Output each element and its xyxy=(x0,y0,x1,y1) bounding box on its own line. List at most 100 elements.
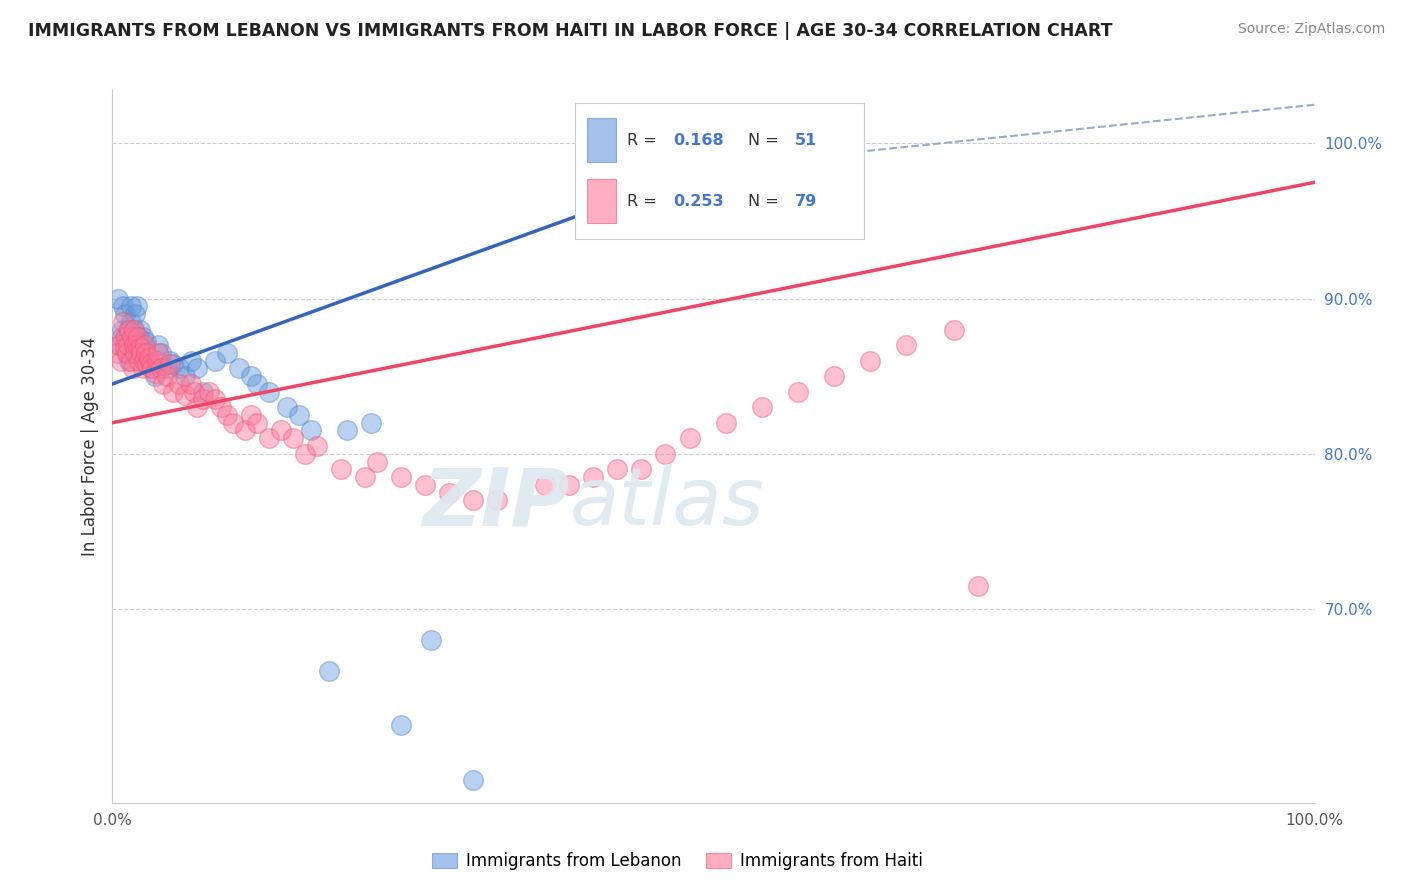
Point xyxy=(180,353,202,368)
Point xyxy=(204,353,226,368)
Point xyxy=(678,431,700,445)
Legend: Immigrants from Lebanon, Immigrants from Haiti: Immigrants from Lebanon, Immigrants from… xyxy=(426,846,929,877)
Point xyxy=(135,334,157,349)
Point xyxy=(114,341,136,355)
Point xyxy=(131,346,153,360)
Point xyxy=(115,346,138,360)
Point xyxy=(186,401,208,415)
Point xyxy=(155,369,177,384)
Point xyxy=(128,338,150,352)
Point xyxy=(389,470,412,484)
Point xyxy=(318,664,340,678)
Point xyxy=(112,299,135,313)
Point xyxy=(162,384,184,399)
Point xyxy=(114,330,136,344)
Point xyxy=(134,338,156,352)
Point xyxy=(714,416,737,430)
Point xyxy=(305,439,328,453)
Point xyxy=(125,299,148,313)
Point xyxy=(112,315,135,329)
Point xyxy=(138,353,160,368)
Point xyxy=(894,338,917,352)
Point xyxy=(558,477,581,491)
Point xyxy=(134,341,156,355)
Point xyxy=(105,346,128,360)
Point xyxy=(209,401,232,415)
Point xyxy=(120,315,142,329)
Point xyxy=(152,376,174,391)
Point xyxy=(630,462,652,476)
Point xyxy=(125,330,148,344)
Point xyxy=(121,330,143,344)
Point xyxy=(136,357,159,371)
Point xyxy=(281,431,304,445)
Point xyxy=(120,299,142,313)
Point xyxy=(159,353,181,368)
Point xyxy=(582,470,605,484)
Point xyxy=(122,338,145,352)
Point xyxy=(143,366,166,380)
Point xyxy=(967,579,990,593)
Point xyxy=(239,369,262,384)
Point xyxy=(180,376,202,391)
Point xyxy=(222,416,245,430)
Point xyxy=(107,292,129,306)
Point xyxy=(288,408,311,422)
Point xyxy=(786,384,808,399)
Point xyxy=(115,346,138,360)
Point xyxy=(183,384,205,399)
Point xyxy=(108,338,131,352)
Point xyxy=(534,477,557,491)
Point xyxy=(859,353,882,368)
Point xyxy=(155,361,177,376)
Point xyxy=(132,353,155,368)
Point xyxy=(360,416,382,430)
Point xyxy=(389,718,412,732)
Point xyxy=(366,454,388,468)
Point xyxy=(173,388,195,402)
Point xyxy=(215,346,238,360)
Point xyxy=(122,338,145,352)
Point xyxy=(186,361,208,376)
Point xyxy=(138,351,160,365)
Point xyxy=(191,384,214,399)
Point xyxy=(191,392,214,407)
Y-axis label: In Labor Force | Age 30-34: In Labor Force | Age 30-34 xyxy=(80,336,98,556)
Point xyxy=(246,376,269,391)
Point xyxy=(135,346,157,360)
Point xyxy=(129,323,152,337)
Point xyxy=(122,361,145,376)
Point xyxy=(606,462,628,476)
Text: ZIP: ZIP xyxy=(422,464,569,542)
Point xyxy=(146,353,169,368)
Point xyxy=(139,357,162,371)
Point xyxy=(117,323,139,337)
Point xyxy=(486,493,509,508)
Point xyxy=(111,323,134,337)
Point xyxy=(141,361,163,376)
Point xyxy=(124,346,146,360)
Point xyxy=(215,408,238,422)
Point xyxy=(233,424,256,438)
Point xyxy=(162,357,184,371)
Point xyxy=(270,424,292,438)
Point xyxy=(114,330,136,344)
Point xyxy=(122,346,145,360)
Point xyxy=(131,361,153,376)
Point xyxy=(276,401,298,415)
Point xyxy=(121,330,143,344)
Point xyxy=(299,424,322,438)
Point xyxy=(197,384,219,399)
Point xyxy=(110,353,132,368)
Point xyxy=(125,338,148,352)
Point xyxy=(129,341,152,355)
Point xyxy=(139,361,162,376)
Point xyxy=(257,384,280,399)
Point xyxy=(149,361,172,376)
Point xyxy=(128,353,150,368)
Point xyxy=(654,447,676,461)
Text: IMMIGRANTS FROM LEBANON VS IMMIGRANTS FROM HAITI IN LABOR FORCE | AGE 30-34 CORR: IMMIGRANTS FROM LEBANON VS IMMIGRANTS FR… xyxy=(28,22,1112,40)
Point xyxy=(114,307,136,321)
Point xyxy=(751,401,773,415)
Point xyxy=(239,408,262,422)
